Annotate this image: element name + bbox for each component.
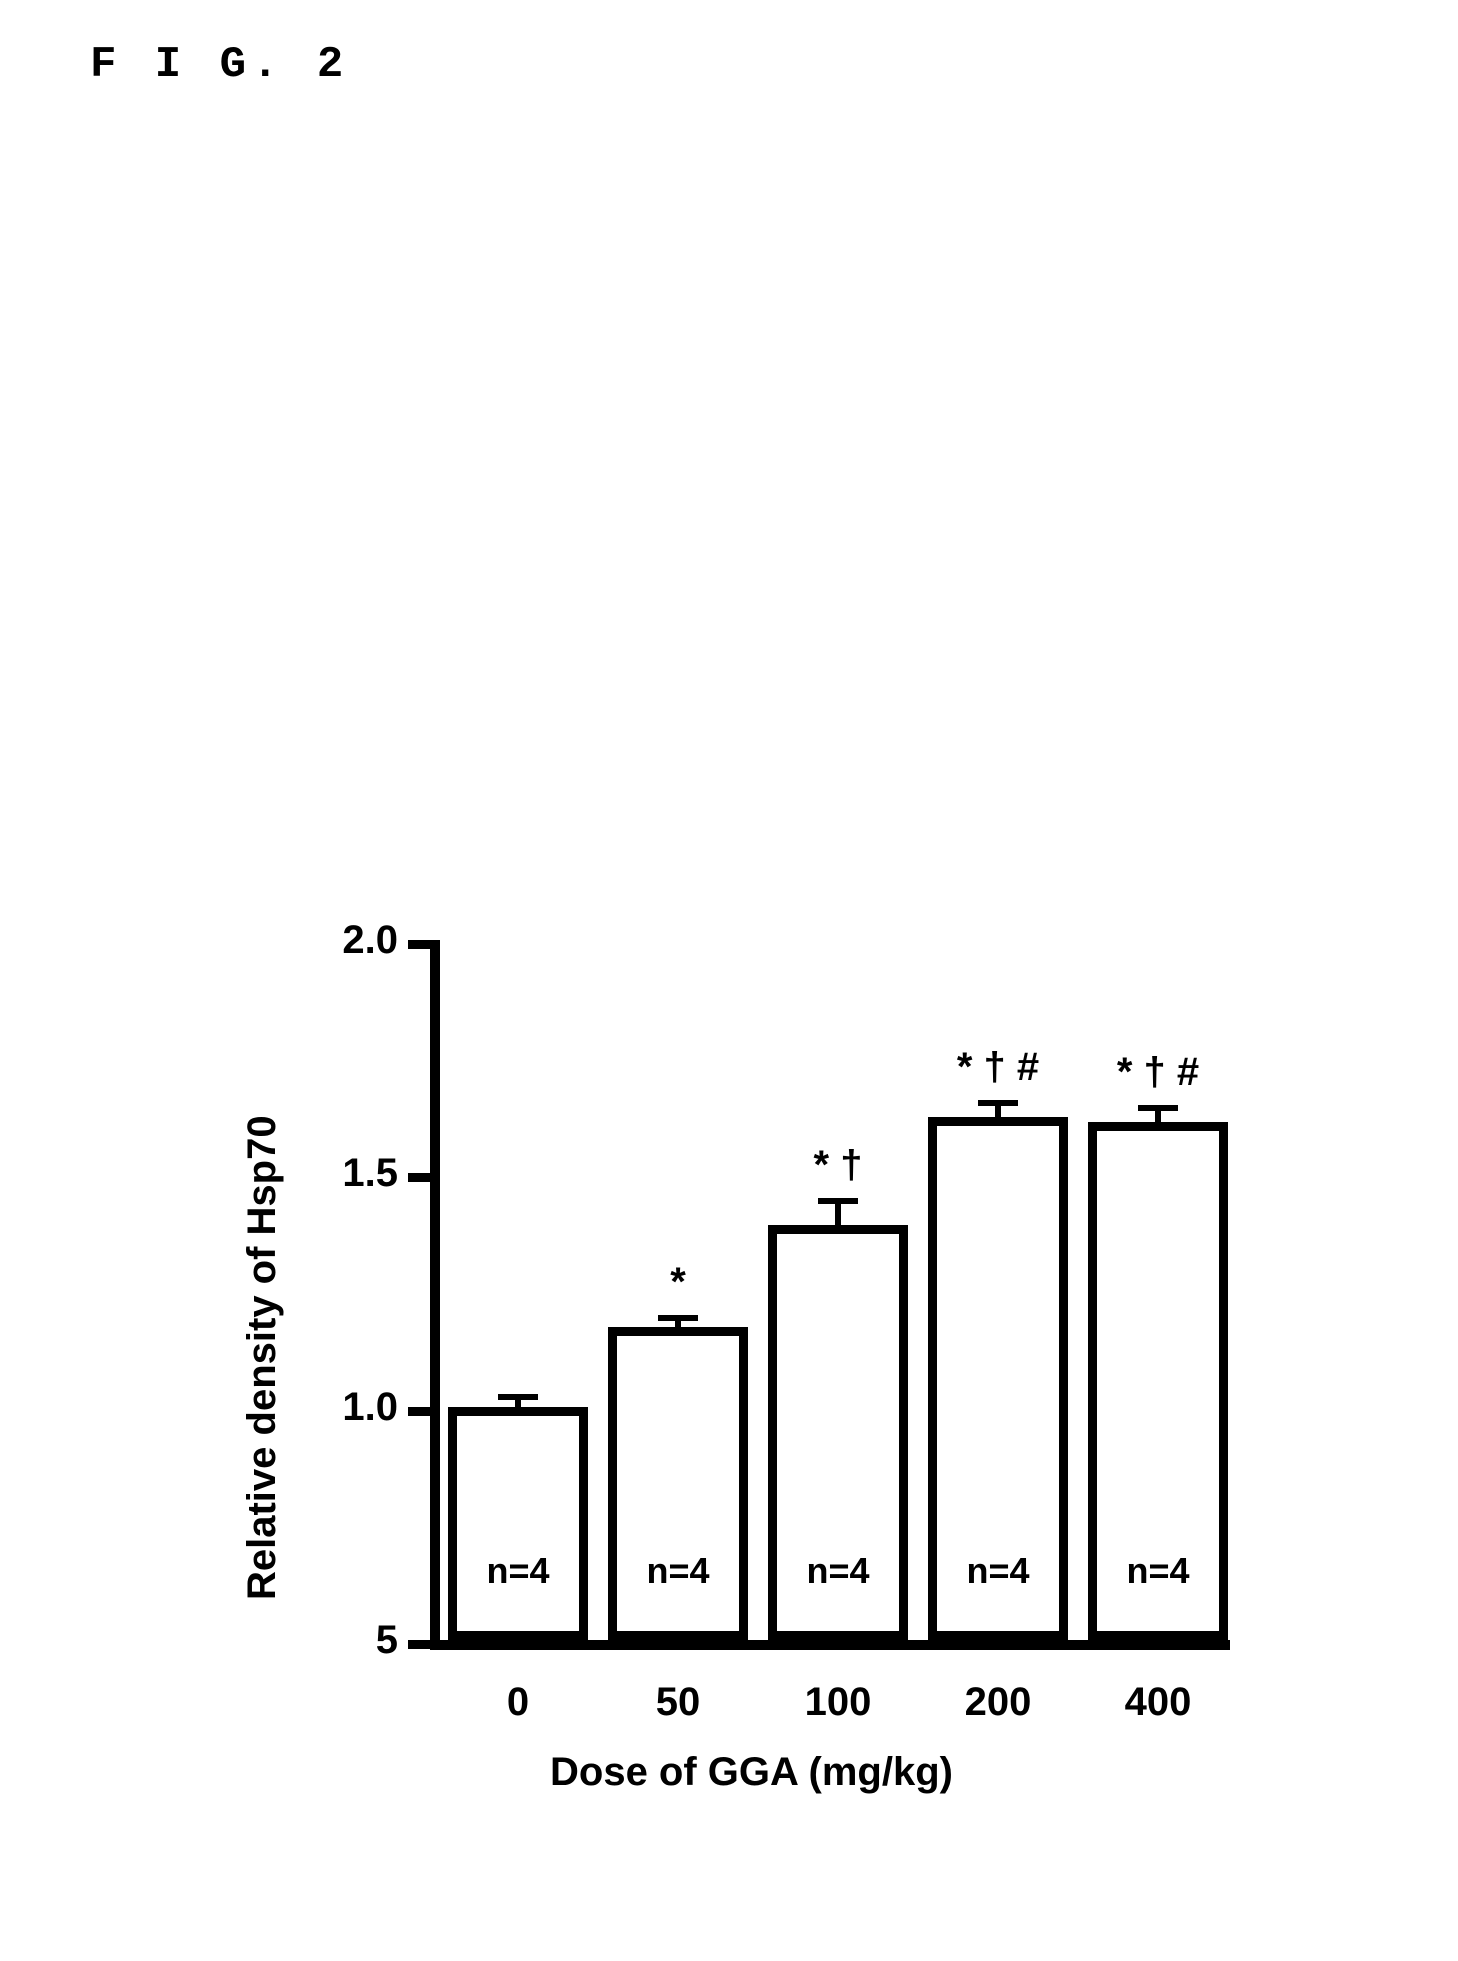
error-bar-cap — [658, 1315, 698, 1321]
bar-annotation: * † — [748, 1143, 928, 1188]
bar-inner-label: n=4 — [608, 1550, 748, 1592]
bar-annotation: * † # — [908, 1045, 1088, 1090]
bar-chart: Relative density of Hsp70 Dose of GGA (m… — [220, 920, 1240, 1690]
error-bar-cap — [978, 1100, 1018, 1106]
y-tick — [408, 1640, 430, 1649]
x-category-label: 100 — [768, 1680, 908, 1725]
x-axis-line — [430, 1640, 1230, 1650]
x-category-label: 50 — [608, 1680, 748, 1725]
y-tick — [408, 1407, 430, 1416]
y-axis-title: Relative density of Hsp70 — [240, 1115, 285, 1600]
bar-annotation: * — [588, 1260, 768, 1305]
y-tick-label: 2.0 — [298, 918, 398, 963]
bar — [448, 1407, 588, 1640]
bar-inner-label: n=4 — [448, 1550, 588, 1592]
bar — [608, 1327, 748, 1640]
bar-inner-label: n=4 — [1088, 1550, 1228, 1592]
bar-annotation: * † # — [1068, 1050, 1248, 1095]
y-tick — [408, 1173, 430, 1182]
error-bar-cap — [1138, 1105, 1178, 1111]
x-category-label: 200 — [928, 1680, 1068, 1725]
y-tick-label: 5 — [298, 1618, 398, 1663]
y-tick-label: 1.0 — [298, 1385, 398, 1430]
bar-inner-label: n=4 — [768, 1550, 908, 1592]
y-axis-line — [430, 940, 440, 1650]
figure-title: F I G. 2 — [90, 40, 349, 90]
bar-inner-label: n=4 — [928, 1550, 1068, 1592]
x-axis-title: Dose of GGA (mg/kg) — [550, 1750, 953, 1795]
error-bar-cap — [498, 1394, 538, 1400]
y-tick-label: 1.5 — [298, 1151, 398, 1196]
x-category-label: 0 — [448, 1680, 588, 1725]
x-category-label: 400 — [1088, 1680, 1228, 1725]
y-tick — [408, 940, 430, 949]
error-bar — [835, 1201, 841, 1224]
error-bar-cap — [818, 1198, 858, 1204]
page: { "figure": { "title_text": "F I G. 2", … — [0, 0, 1458, 1961]
